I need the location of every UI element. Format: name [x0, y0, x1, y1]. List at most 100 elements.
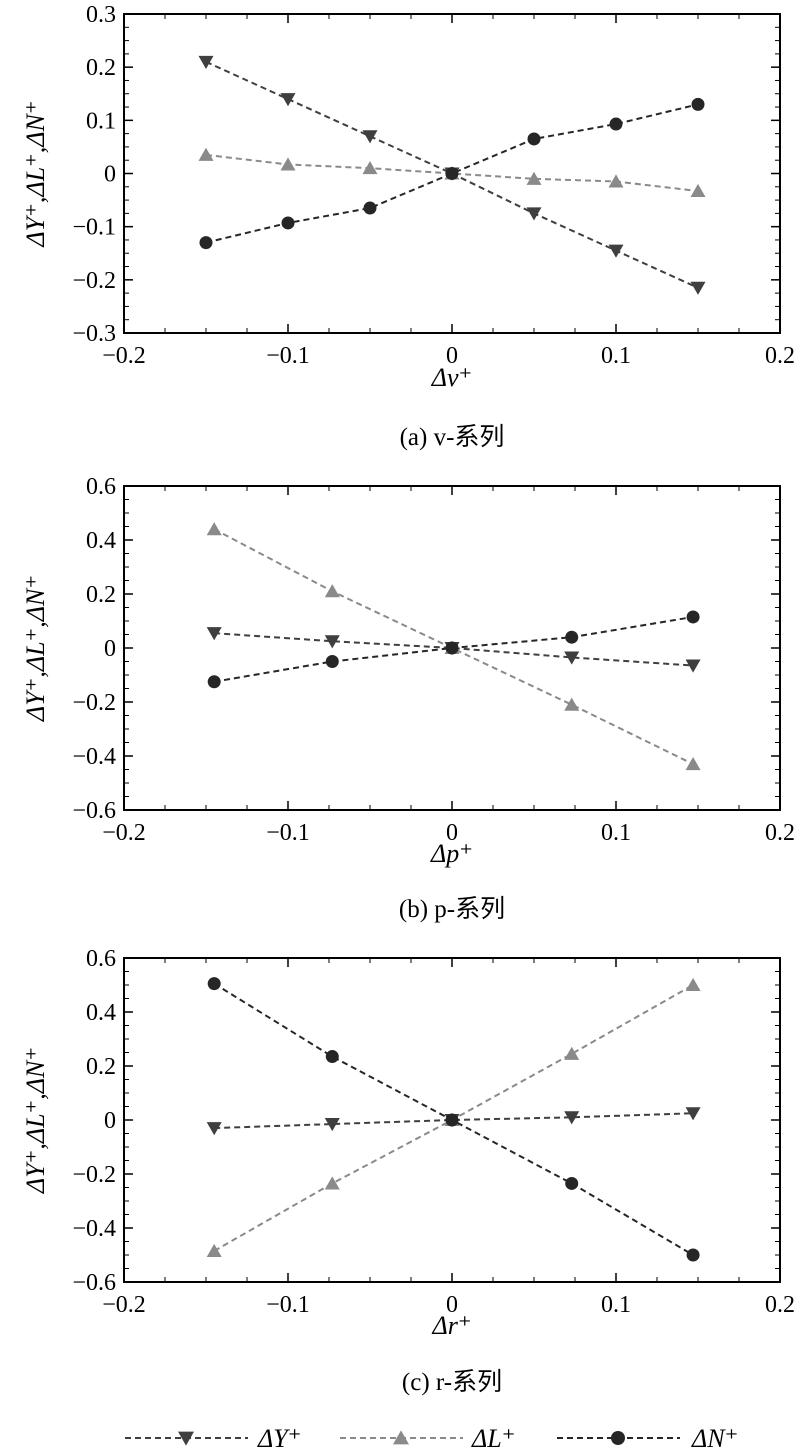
data-point-dy — [526, 207, 542, 221]
y-tick-label: −0.6 — [72, 1270, 116, 1296]
y-tick-label: 0.6 — [86, 474, 116, 500]
legend-marker-dl — [393, 1430, 409, 1445]
x-tick-label: 0 — [446, 343, 458, 369]
data-point-dn — [565, 1176, 579, 1190]
x-tick-label: 0.2 — [765, 820, 795, 846]
data-point-dn — [207, 675, 221, 689]
data-point-dn — [609, 117, 623, 131]
data-point-dn — [445, 1113, 459, 1127]
data-point-dn — [325, 655, 339, 668]
data-point-dy — [608, 244, 624, 258]
x-axis-label: Δr⁺ — [431, 1311, 471, 1340]
data-point-dy — [362, 130, 378, 144]
data-point-dn — [445, 641, 459, 655]
data-point-dy — [206, 1122, 222, 1136]
y-tick-label: 0.3 — [86, 2, 116, 28]
y-tick-label: −0.2 — [72, 268, 116, 294]
data-point-dn — [565, 630, 579, 644]
x-tick-label: −0.1 — [266, 1292, 310, 1318]
data-point-dl — [526, 171, 542, 185]
x-tick-label: −0.1 — [266, 343, 310, 369]
x-axis-label: Δp⁺ — [430, 839, 473, 868]
data-point-dy — [206, 627, 222, 641]
data-point-dn — [363, 201, 377, 215]
data-point-dy — [324, 635, 340, 649]
data-point-dy — [685, 659, 701, 673]
y-tick-label: 0 — [104, 162, 116, 188]
data-point-dl — [608, 174, 624, 188]
x-axis-label: Δv⁺ — [431, 363, 473, 392]
data-point-dn — [445, 167, 459, 180]
data-point-dl — [690, 183, 706, 198]
y-tick-label: 0 — [104, 1108, 116, 1134]
x-tick-label: 0.2 — [765, 1292, 795, 1318]
legend-marker-dy — [178, 1431, 194, 1446]
y-tick-label: −0.3 — [72, 321, 116, 347]
x-tick-label: 0 — [446, 820, 458, 846]
data-point-dy — [324, 1118, 340, 1132]
y-tick-label: −0.6 — [72, 798, 116, 824]
legend-label-dy: ΔY⁺ — [257, 1424, 301, 1453]
legend-label-dn: ΔN⁺ — [691, 1424, 738, 1453]
data-point-dl — [685, 756, 701, 771]
data-point-dy — [564, 651, 580, 665]
x-tick-label: 0.1 — [601, 820, 631, 846]
data-point-dl — [564, 697, 580, 711]
x-tick-label: 0.1 — [601, 1292, 631, 1318]
data-point-dn — [325, 1050, 339, 1064]
data-point-dn — [691, 97, 705, 111]
y-tick-label: 0.6 — [86, 946, 116, 972]
data-point-dl — [324, 1176, 340, 1190]
data-point-dl — [280, 157, 296, 171]
y-tick-label: 0.4 — [86, 1000, 116, 1026]
y-tick-label: 0.2 — [86, 55, 116, 81]
y-tick-label: 0.2 — [86, 1054, 116, 1080]
chart-panels: −0.3−0.2−0.100.10.20.3−0.2 −0.1 0 0.1 0.2Δv⁺… — [21, 2, 795, 1396]
data-point-dn — [527, 132, 541, 146]
data-point-dl — [198, 147, 214, 161]
x-tick-label: −0.1 — [266, 820, 310, 846]
panel-caption: (a) v-系列 — [400, 423, 505, 451]
y-axis-label: ΔY⁺,ΔL⁺,ΔN⁺ — [21, 575, 50, 722]
data-point-dn — [686, 610, 700, 624]
data-point-dy — [685, 1107, 701, 1121]
x-tick-label: 0.1 — [601, 343, 631, 369]
y-tick-label: −0.2 — [72, 1162, 116, 1188]
data-point-dy — [564, 1111, 580, 1125]
panel-1: −0.3−0.2−0.100.10.20.3−0.2 −0.1 0 0.1 0.2Δv⁺… — [21, 2, 795, 451]
data-point-dl — [206, 522, 222, 536]
y-tick-label: 0.4 — [86, 528, 116, 554]
panel-caption: (c) r-系列 — [402, 1368, 502, 1396]
x-tick-label: −0.2 — [102, 1292, 146, 1318]
y-tick-label: 0.1 — [86, 108, 116, 134]
data-point-dn — [207, 977, 221, 991]
y-tick-label: −0.2 — [72, 690, 116, 716]
y-tick-label: −0.4 — [72, 1216, 116, 1242]
y-axis-label: ΔY⁺,ΔL⁺,ΔN⁺ — [21, 1047, 50, 1194]
y-tick-label: −0.4 — [72, 744, 116, 770]
legend-entry-dy: ΔY⁺ — [125, 1424, 301, 1453]
x-tick-label: −0.2 — [102, 820, 146, 846]
data-point-dl — [564, 1046, 580, 1060]
data-point-dl — [206, 1243, 222, 1257]
y-tick-label: −0.1 — [72, 215, 116, 241]
data-point-dn — [281, 216, 295, 230]
data-point-dy — [690, 281, 706, 295]
data-point-dy — [198, 55, 214, 69]
panel-3: −0.6 −0.4 −0.2 0 0.2 0.4 0.6 −0.2 −0.1 0 0.1 0.2 Δr⁺… — [21, 946, 795, 1396]
data-point-dy — [280, 93, 296, 107]
legend-marker-dn — [611, 1431, 625, 1445]
legend-entry-dn: ΔN⁺ — [557, 1424, 738, 1453]
x-tick-label: −0.2 — [102, 343, 146, 369]
legend-label-dl: ΔL⁺ — [471, 1424, 515, 1453]
data-point-dl — [324, 584, 340, 598]
panel-2: −0.6 −0.4 −0.2 0 0.2 0.4 0.6 −0.2 −0.1 0 0.1 0.2 Δp⁺… — [21, 474, 795, 923]
data-point-dl — [685, 977, 701, 991]
y-tick-label: 0 — [104, 636, 116, 662]
y-tick-label: 0.2 — [86, 582, 116, 608]
panel-caption: (b) p-系列 — [399, 895, 505, 923]
legend: ΔY⁺ ΔL⁺ ΔN⁺ — [125, 1424, 738, 1453]
data-point-dn — [686, 1248, 700, 1262]
legend-entry-dl: ΔL⁺ — [340, 1424, 515, 1453]
